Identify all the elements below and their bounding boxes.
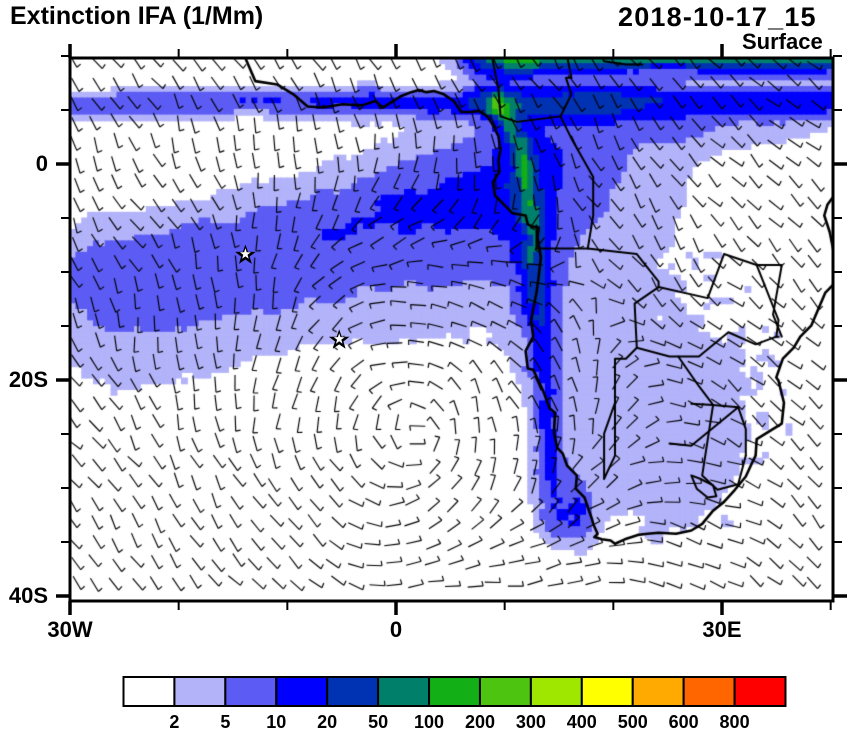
svg-text:50: 50	[368, 712, 388, 732]
svg-text:600: 600	[669, 712, 699, 732]
svg-text:20: 20	[317, 712, 337, 732]
svg-text:200: 200	[465, 712, 495, 732]
svg-text:300: 300	[516, 712, 546, 732]
svg-text:2: 2	[169, 712, 179, 732]
svg-text:800: 800	[720, 712, 750, 732]
svg-text:500: 500	[618, 712, 648, 732]
svg-text:400: 400	[567, 712, 597, 732]
svg-text:10: 10	[266, 712, 286, 732]
svg-text:5: 5	[220, 712, 230, 732]
svg-text:100: 100	[414, 712, 444, 732]
